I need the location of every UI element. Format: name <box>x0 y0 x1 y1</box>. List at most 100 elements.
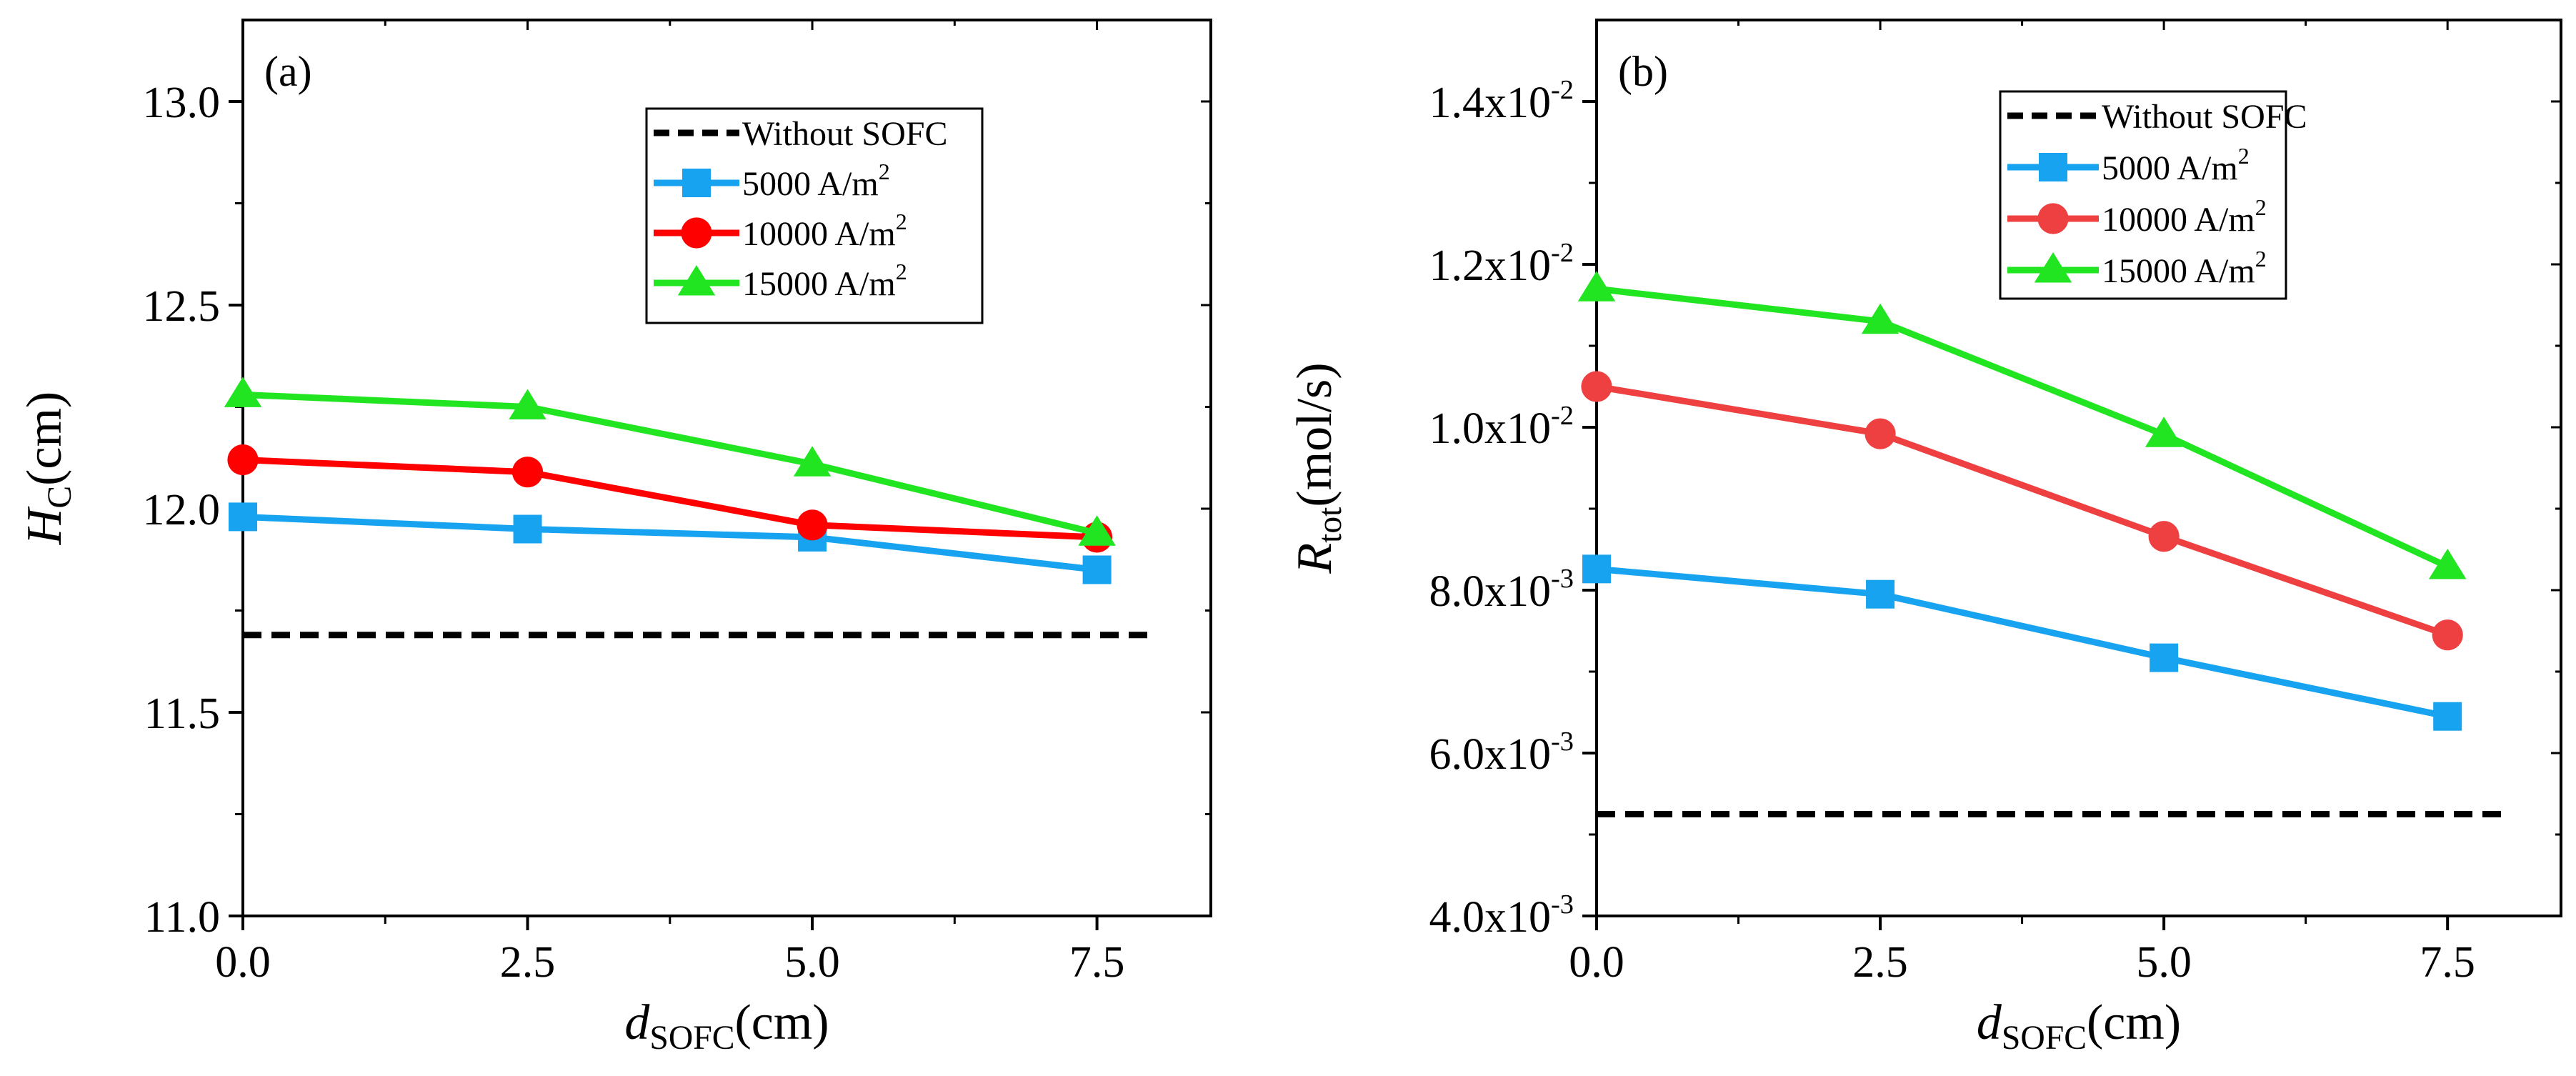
y-axis-subscript: C <box>41 486 79 509</box>
y-tick-exponent: -3 <box>1551 727 1574 757</box>
series-line <box>242 391 1098 537</box>
legend-label: 10000 A/m2 <box>742 209 907 253</box>
series-line <box>242 457 1097 541</box>
y-axis-symbol: R <box>1287 543 1342 574</box>
series-line <box>242 513 1098 573</box>
data-point-circle <box>2148 521 2180 552</box>
series-line <box>1596 383 2449 638</box>
legend-label-exponent: 2 <box>2255 194 2267 220</box>
x-tick-label: 0.0 <box>1569 938 1624 987</box>
panel-label: (a) <box>264 48 312 95</box>
y-tick-label: 1.0x10-2 <box>1429 401 1574 453</box>
data-point-triangle <box>1861 303 1899 334</box>
y-axis-label: HC(cm) <box>17 392 79 545</box>
y-tick-mantissa: 1.0x10 <box>1429 404 1551 453</box>
legend-label: Without SOFC <box>2102 98 2307 136</box>
x-tick-label: 7.5 <box>1069 938 1125 987</box>
legend-swatch-marker <box>2034 252 2072 283</box>
legend-label-exponent: 2 <box>2238 143 2250 169</box>
data-point-square <box>2150 643 2179 672</box>
legend-swatch-marker <box>682 169 711 197</box>
y-tick-label: 12.5 <box>143 282 221 331</box>
x-axis-label: dSOFC(cm) <box>1977 995 2181 1057</box>
data-point-triangle <box>224 377 262 407</box>
legend-label-text: 15000 A/m <box>742 265 896 303</box>
data-point-square <box>1582 554 1611 584</box>
legend-label-exponent: 2 <box>2255 246 2267 272</box>
panel-label: (b) <box>1618 48 1668 95</box>
y-tick-exponent: -3 <box>1551 564 1574 594</box>
legend-label-text: Without SOFC <box>2102 98 2307 136</box>
legend-label-text: 10000 A/m <box>2102 201 2255 239</box>
legend-label: 10000 A/m2 <box>2102 194 2267 239</box>
y-tick-label: 11.0 <box>144 893 220 942</box>
series-line <box>1596 285 2450 570</box>
x-tick-label: 2.5 <box>1852 938 1908 987</box>
legend-swatch-marker <box>2039 153 2067 181</box>
data-point-triangle <box>793 446 832 477</box>
legend-label-text: 15000 A/m <box>2102 252 2255 290</box>
series-5000-a-m2 <box>1582 554 2462 731</box>
x-axis-subscript: SOFC <box>649 1020 734 1057</box>
chart-panel-b: 4.0x10-36.0x10-38.0x10-31.0x10-21.2x10-2… <box>1287 19 2562 1057</box>
y-tick-label: 8.0x10-3 <box>1429 564 1574 616</box>
y-tick-label: 4.0x10-3 <box>1429 890 1574 942</box>
y-tick-label: 1.2x10-2 <box>1429 238 1574 290</box>
y-tick-label: 11.5 <box>144 689 220 738</box>
data-point-square <box>513 514 542 544</box>
data-point-circle <box>2432 619 2463 651</box>
y-axis-unit: (cm) <box>17 392 72 486</box>
data-point-circle <box>1581 371 1612 402</box>
x-tick-label: 5.0 <box>2136 938 2192 987</box>
legend-label: 15000 A/m2 <box>742 259 907 303</box>
data-point-square <box>1082 555 1112 584</box>
legend-label-text: 5000 A/m <box>742 165 879 203</box>
data-point-circle <box>1864 418 1896 449</box>
x-axis-label: dSOFC(cm) <box>624 995 829 1057</box>
legend-label: 5000 A/m2 <box>742 159 890 203</box>
y-axis-label: Rtot(mol/s) <box>1287 362 1349 574</box>
series-15000-a-m2 <box>224 377 1116 546</box>
y-tick-mantissa: 4.0x10 <box>1429 893 1551 942</box>
legend-label-exponent: 2 <box>896 259 907 284</box>
y-tick-mantissa: 1.2x10 <box>1429 241 1551 290</box>
data-point-circle <box>511 457 544 488</box>
x-tick-label: 0.0 <box>215 938 271 987</box>
legend-label-text: Without SOFC <box>742 115 947 153</box>
series-10000-a-m2 <box>227 444 1113 553</box>
data-point-square <box>1866 579 1895 609</box>
y-tick-label: 13.0 <box>143 79 221 127</box>
series-line <box>1596 565 2449 720</box>
legend-label-exponent: 2 <box>896 209 907 234</box>
y-tick-exponent: -2 <box>1551 75 1574 105</box>
data-point-square <box>2433 702 2462 731</box>
data-point-circle <box>227 444 259 476</box>
legend-label-text: 5000 A/m <box>2102 149 2238 187</box>
y-tick-mantissa: 6.0x10 <box>1429 730 1551 779</box>
plot-frame <box>1595 19 2562 917</box>
data-point-triangle <box>1078 515 1116 546</box>
y-tick-mantissa: 1.4x10 <box>1429 79 1551 127</box>
y-tick-exponent: -2 <box>1551 238 1574 268</box>
y-tick-label: 12.0 <box>143 486 221 534</box>
legend-label: 15000 A/m2 <box>2102 246 2267 290</box>
y-tick-exponent: -3 <box>1551 890 1574 920</box>
y-tick-mantissa: 8.0x10 <box>1429 567 1551 616</box>
legend-swatch-marker <box>681 217 712 249</box>
legend-label-text: 10000 A/m <box>742 215 896 253</box>
x-tick-label: 2.5 <box>500 938 556 987</box>
legend-label: 5000 A/m2 <box>2102 143 2250 187</box>
x-axis-unit: (cm) <box>2087 995 2181 1050</box>
data-point-circle <box>797 509 828 541</box>
x-axis-unit: (cm) <box>734 995 829 1050</box>
data-point-triangle <box>2145 417 2183 447</box>
data-point-triangle <box>2428 548 2467 579</box>
series-15000-a-m2 <box>1577 271 2467 579</box>
y-axis-subscript: tot <box>1312 507 1349 543</box>
x-tick-label: 7.5 <box>2420 938 2475 987</box>
y-tick-exponent: -2 <box>1551 401 1574 431</box>
data-point-square <box>229 502 257 532</box>
series-5000-a-m2 <box>229 502 1112 584</box>
